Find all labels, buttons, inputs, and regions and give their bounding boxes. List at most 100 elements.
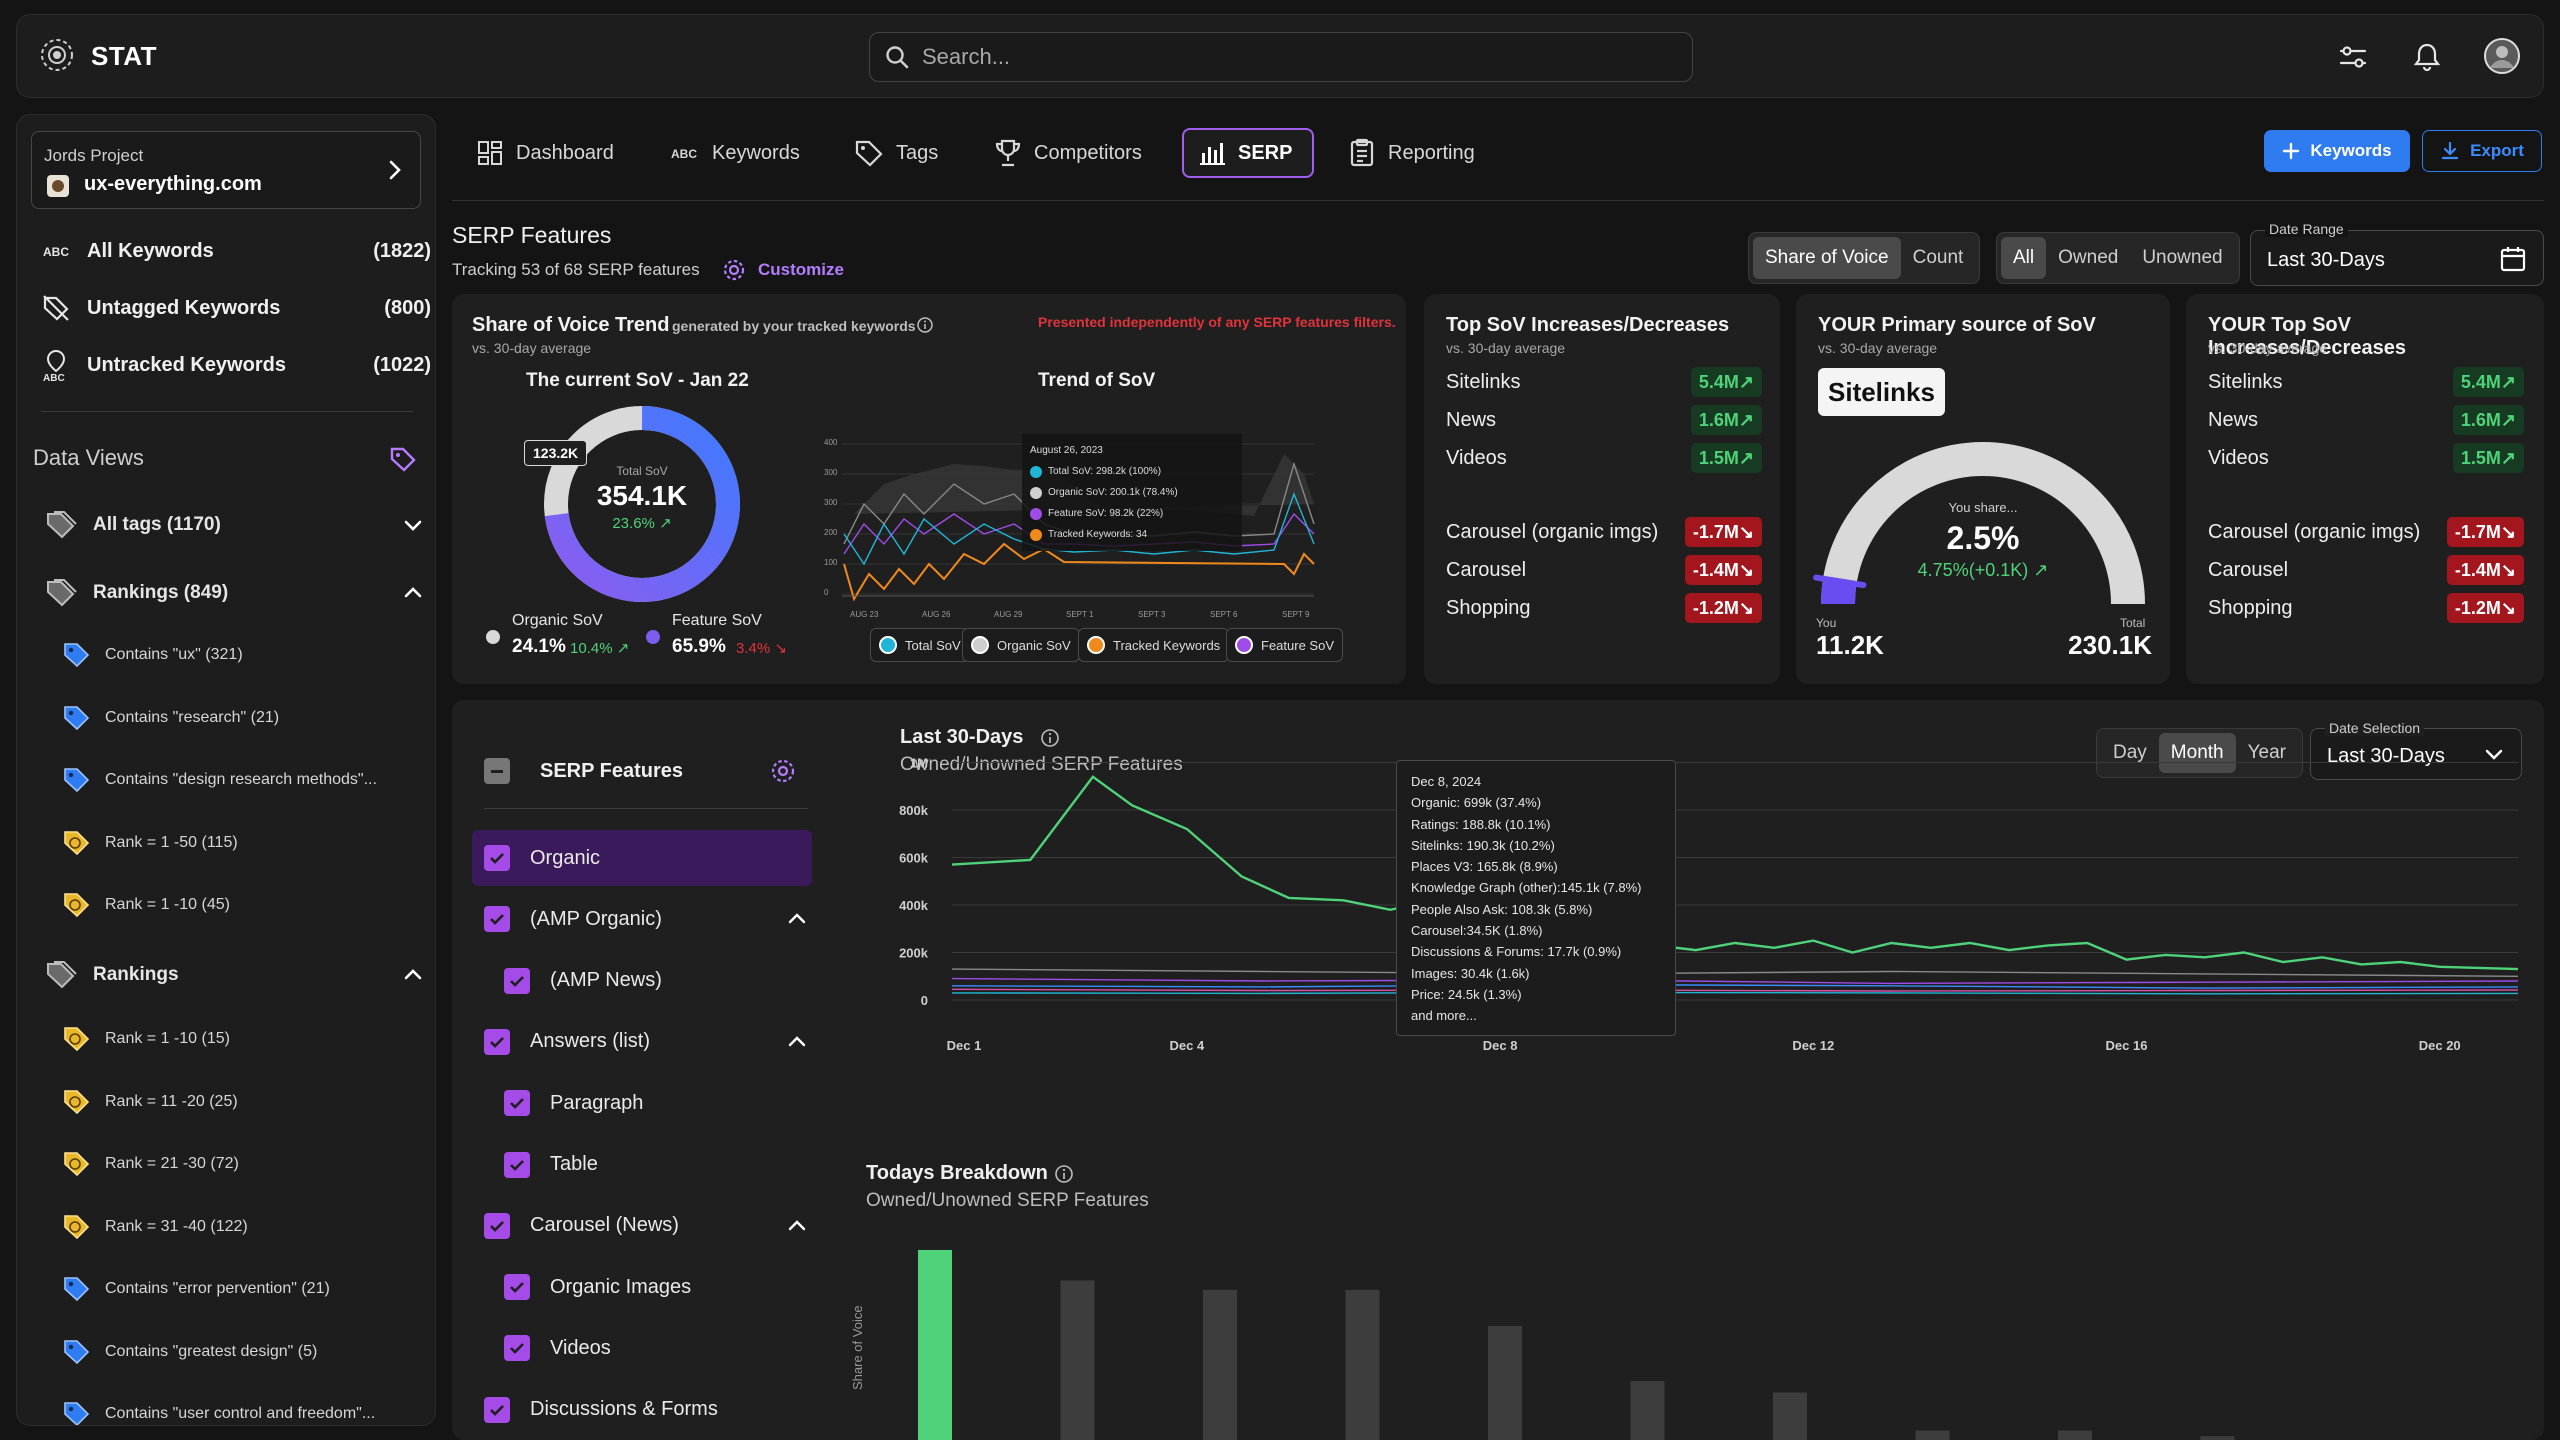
feature-filter-row[interactable]: Paragraph [504, 1077, 808, 1129]
feature-checkbox[interactable] [484, 1028, 510, 1055]
feature-checkbox[interactable] [504, 1335, 530, 1362]
chevron-up-icon[interactable] [786, 1031, 808, 1053]
bell-icon[interactable] [2409, 39, 2445, 75]
tab-dashboard[interactable]: Dashboard [462, 128, 628, 178]
feature-filter-row[interactable]: (AMP News) [504, 955, 808, 1007]
granularity-day[interactable]: Day [2113, 742, 2147, 763]
breakdown-bar[interactable] [1488, 1326, 1522, 1440]
breakdown-bar[interactable] [2058, 1430, 2092, 1440]
tab-competitors[interactable]: Competitors [980, 128, 1156, 178]
tab-keywords[interactable]: ABC Keywords [656, 128, 814, 178]
filter-sliders-icon[interactable] [2335, 39, 2371, 75]
feature-filter-row[interactable]: Videos [504, 1322, 808, 1374]
data-view-filter-item[interactable]: Contains "ux" (321) [61, 637, 421, 673]
chevron-up-icon[interactable] [401, 963, 425, 987]
date-selection-dropdown[interactable]: Date Selection Last 30-Days [2310, 720, 2522, 780]
data-view-all-tags[interactable]: All tags (1170) [45, 505, 425, 545]
feature-filter-row[interactable]: Carousel (News) [484, 1200, 808, 1252]
chevron-up-icon[interactable] [401, 581, 425, 605]
feature-filter-row[interactable]: Organic [484, 832, 808, 884]
feature-filter-row[interactable]: Table [504, 1139, 808, 1191]
tab-reporting[interactable]: Reporting [1334, 128, 1489, 178]
avatar[interactable] [2483, 37, 2521, 75]
sidebar-item-all-keywords[interactable]: ABC All Keywords (1822) [41, 231, 431, 271]
chevron-up-icon[interactable] [786, 908, 808, 930]
features-settings-icon[interactable] [770, 758, 796, 784]
feature-checkbox[interactable] [504, 1151, 530, 1178]
feature-checkbox[interactable] [484, 906, 510, 933]
filter-item-label: Rank = 1 -10 (45) [105, 896, 230, 913]
info-icon[interactable] [916, 316, 934, 334]
sov-generated-note: generated by your tracked keywords [672, 318, 916, 334]
date-range-picker[interactable]: Date Range Last 30-Days [2250, 221, 2544, 286]
data-view-filter-item[interactable]: Rank = 11 -20 (25) [61, 1084, 421, 1120]
legend-label: Total SoV [905, 637, 961, 653]
data-view-filter-item[interactable]: Contains "error pervention" (21) [61, 1271, 421, 1307]
legend-dot [971, 636, 989, 654]
tab-serp[interactable]: SERP [1182, 128, 1314, 178]
breakdown-bar[interactable] [1203, 1289, 1237, 1440]
project-selector[interactable]: Jords Project ux-everything.com [31, 131, 421, 209]
select-all-checkbox[interactable] [484, 758, 510, 784]
owner-owned[interactable]: Owned [2058, 247, 2119, 268]
feature-filter-row[interactable]: (AMP Organic) [484, 893, 808, 945]
feature-checkbox[interactable] [484, 845, 510, 871]
data-view-filter-item[interactable]: Contains "greatest design" (5) [61, 1334, 421, 1370]
add-keywords-button[interactable]: Keywords [2264, 130, 2410, 172]
data-view-rankings[interactable]: Rankings [45, 955, 425, 995]
trend-legend-item[interactable]: Organic SoV [962, 628, 1080, 662]
search-box[interactable] [869, 32, 1693, 82]
feature-checkbox[interactable] [504, 1274, 530, 1301]
breakdown-bar[interactable] [1345, 1289, 1380, 1440]
info-icon[interactable] [1054, 1164, 1074, 1184]
feature-checkbox[interactable] [484, 1212, 510, 1239]
data-view-filter-item[interactable]: Contains "research" (21) [61, 700, 421, 736]
app-logo-icon [37, 35, 77, 75]
owner-unowned[interactable]: Unowned [2142, 247, 2223, 268]
feature-checkbox[interactable] [504, 1090, 530, 1117]
breakdown-bar[interactable] [1060, 1280, 1095, 1440]
feature-filter-row[interactable]: Answers (list) [484, 1016, 808, 1068]
mode-share-of-voice[interactable]: Share of Voice [1753, 237, 1901, 279]
feature-filter-row[interactable]: Discussions & Forms [484, 1384, 808, 1436]
data-view-filter-item[interactable]: Rank = 1 -10 (45) [61, 887, 421, 923]
data-view-filter-item[interactable]: Rank = 21 -30 (72) [61, 1146, 421, 1182]
chevron-down-icon[interactable] [401, 513, 425, 537]
tab-tags[interactable]: Tags [840, 128, 952, 178]
feature-checkbox[interactable] [504, 967, 530, 994]
export-button[interactable]: Export [2422, 130, 2542, 172]
sov-feature-label: Videos [2208, 446, 2269, 469]
legend-dot [1030, 465, 1042, 478]
search-input[interactable] [922, 43, 1662, 71]
data-view-filter-item[interactable]: Rank = 1 -10 (15) [61, 1021, 421, 1057]
trend-legend-item[interactable]: Tracked Keywords [1078, 628, 1230, 662]
customize-link[interactable]: Customize [722, 258, 844, 282]
owner-all[interactable]: All [2001, 237, 2047, 279]
sov-change-value: 5.4M [1698, 371, 1739, 392]
sidebar-item-untagged-keywords[interactable]: Untagged Keywords (800) [41, 288, 431, 328]
feature-filter-row[interactable]: Organic Images [504, 1261, 808, 1313]
breakdown-bar[interactable] [1915, 1430, 1950, 1440]
data-view-filter-item[interactable]: Contains "design research methods"... [61, 762, 421, 798]
legend-dot [879, 636, 897, 654]
mode-count[interactable]: Count [1912, 247, 1964, 268]
info-icon[interactable] [1040, 728, 1060, 748]
breakdown-bar[interactable] [1630, 1381, 1665, 1440]
breakdown-bar[interactable] [2200, 1436, 2235, 1440]
data-view-filter-item[interactable]: Rank = 31 -40 (122) [61, 1209, 421, 1245]
series-line-places-v3 [951, 983, 2519, 989]
sov-change-row: Videos 1.5M ↗ [2208, 442, 2524, 474]
chevron-up-icon[interactable] [786, 1215, 808, 1237]
data-view-filter-item[interactable]: Contains "user control and freedom"... [61, 1396, 421, 1425]
trend-legend-item[interactable]: Total SoV [870, 628, 970, 662]
data-view-rankings-849[interactable]: Rankings (849) [45, 573, 425, 613]
trend-legend-item[interactable]: Feature SoV [1226, 628, 1343, 662]
breakdown-bar[interactable] [1773, 1392, 1807, 1440]
add-tag-icon[interactable] [389, 445, 417, 473]
data-view-filter-item[interactable]: Rank = 1 -50 (115) [61, 825, 421, 861]
granularity-year[interactable]: Year [2247, 742, 2286, 763]
sidebar-item-untracked-keywords[interactable]: ABC Untracked Keywords (1022) [41, 345, 431, 385]
granularity-month[interactable]: Month [2158, 733, 2236, 773]
breakdown-bar[interactable] [918, 1250, 952, 1440]
feature-checkbox[interactable] [484, 1396, 510, 1423]
